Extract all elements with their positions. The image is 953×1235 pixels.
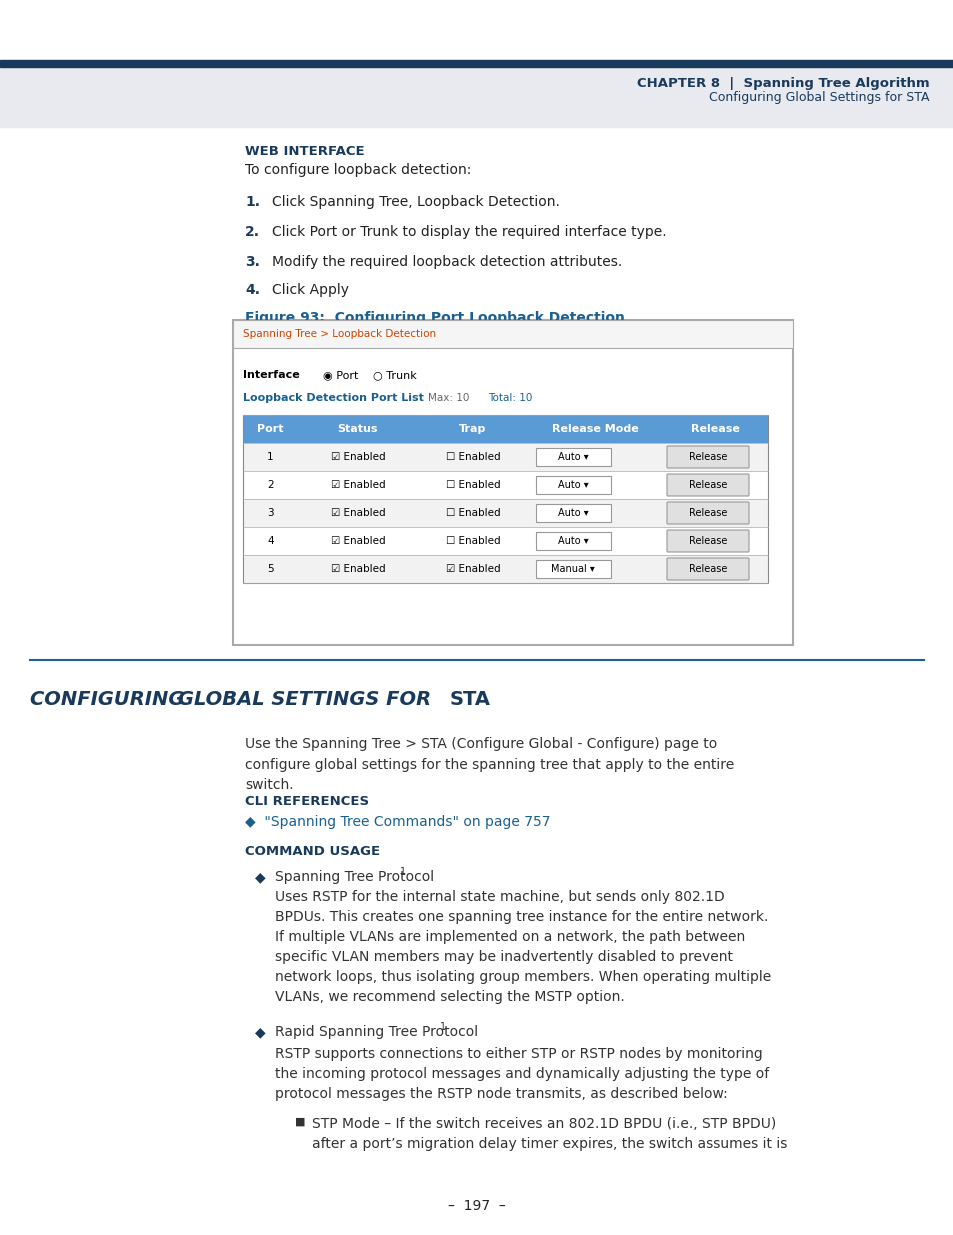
Text: COMMAND USAGE: COMMAND USAGE	[245, 845, 379, 858]
Text: ◉ Port: ◉ Port	[323, 370, 358, 380]
Text: Rapid Spanning Tree Protocol: Rapid Spanning Tree Protocol	[274, 1025, 477, 1039]
Bar	[243, 555, 767, 583]
Text: 1: 1	[439, 1023, 446, 1032]
Text: Manual ▾: Manual ▾	[551, 564, 595, 574]
Text: ◆: ◆	[254, 1025, 265, 1039]
Text: 1: 1	[399, 867, 406, 877]
Text: Auto ▾: Auto ▾	[558, 536, 588, 546]
Text: Total: 10: Total: 10	[488, 393, 532, 403]
Text: 2: 2	[267, 480, 274, 490]
FancyBboxPatch shape	[666, 530, 748, 552]
Text: ☑ Enabled: ☑ Enabled	[331, 508, 385, 517]
Text: ☐ Enabled: ☐ Enabled	[445, 480, 499, 490]
Text: 5: 5	[267, 564, 274, 574]
FancyBboxPatch shape	[666, 558, 748, 580]
Text: Spanning Tree > Loopback Detection: Spanning Tree > Loopback Detection	[243, 329, 436, 338]
Bar	[536, 532, 610, 550]
Text: Release: Release	[690, 424, 740, 433]
Text: ◆  "Spanning Tree Commands" on page 757: ◆ "Spanning Tree Commands" on page 757	[245, 815, 550, 829]
Bar	[243, 443, 767, 471]
Text: 3.: 3.	[245, 254, 259, 269]
Text: To configure loopback detection:: To configure loopback detection:	[245, 163, 471, 177]
Text: 1: 1	[267, 452, 274, 462]
Bar	[243, 415, 767, 443]
Text: ☐ Enabled: ☐ Enabled	[445, 508, 499, 517]
Bar	[243, 471, 767, 499]
Text: 2.: 2.	[245, 225, 260, 240]
Text: Interface: Interface	[243, 370, 299, 380]
Bar	[243, 527, 767, 555]
Text: Click Apply: Click Apply	[272, 283, 349, 296]
Text: Auto ▾: Auto ▾	[558, 480, 588, 490]
Bar	[243, 499, 767, 527]
Text: STP Mode – If the switch receives an 802.1D BPDU (i.e., STP BPDU)
after a port’s: STP Mode – If the switch receives an 802…	[312, 1116, 786, 1151]
Text: Release: Release	[688, 480, 726, 490]
Text: –  197  –: – 197 –	[448, 1199, 505, 1213]
Text: ☑ Enabled: ☑ Enabled	[331, 452, 385, 462]
Text: Release: Release	[688, 564, 726, 574]
Text: CHAPTER 8  |  Spanning Tree Algorithm: CHAPTER 8 | Spanning Tree Algorithm	[637, 77, 929, 89]
FancyBboxPatch shape	[666, 474, 748, 496]
Text: CLI REFERENCES: CLI REFERENCES	[245, 795, 369, 808]
Text: ☐ Enabled: ☐ Enabled	[445, 452, 499, 462]
Text: WEB INTERFACE: WEB INTERFACE	[245, 144, 364, 158]
Text: Uses RSTP for the internal state machine, but sends only 802.1D
BPDUs. This crea: Uses RSTP for the internal state machine…	[274, 890, 770, 1004]
Text: ☑ Enabled: ☑ Enabled	[331, 480, 385, 490]
Text: RSTP supports connections to either STP or RSTP nodes by monitoring
the incoming: RSTP supports connections to either STP …	[274, 1047, 768, 1102]
Text: Loopback Detection Port List: Loopback Detection Port List	[243, 393, 423, 403]
Text: ■: ■	[294, 1116, 305, 1128]
Text: Release: Release	[688, 452, 726, 462]
Text: Auto ▾: Auto ▾	[558, 452, 588, 462]
Bar	[0, 0, 953, 61]
Text: ○ Trunk: ○ Trunk	[373, 370, 416, 380]
Text: ☐ Enabled: ☐ Enabled	[445, 536, 499, 546]
Bar	[0, 67, 953, 127]
Text: ☑ Enabled: ☑ Enabled	[331, 536, 385, 546]
Text: Modify the required loopback detection attributes.: Modify the required loopback detection a…	[272, 254, 621, 269]
Text: GLOBAL SETTINGS FOR: GLOBAL SETTINGS FOR	[178, 690, 437, 709]
Text: Click Spanning Tree, Loopback Detection.: Click Spanning Tree, Loopback Detection.	[272, 195, 559, 209]
Text: Configuring Global Settings for STA: Configuring Global Settings for STA	[709, 91, 929, 105]
Text: Auto ▾: Auto ▾	[558, 508, 588, 517]
Text: ◆: ◆	[254, 869, 265, 884]
Text: 1.: 1.	[245, 195, 260, 209]
Bar	[243, 415, 767, 583]
Text: Release Mode: Release Mode	[552, 424, 639, 433]
Bar	[536, 504, 610, 522]
Text: Release: Release	[688, 508, 726, 517]
Text: Spanning Tree Protocol: Spanning Tree Protocol	[274, 869, 434, 884]
Text: ☑ Enabled: ☑ Enabled	[445, 564, 499, 574]
Bar	[536, 475, 610, 494]
Text: Click Port or Trunk to display the required interface type.: Click Port or Trunk to display the requi…	[272, 225, 666, 240]
Text: Max: 10: Max: 10	[428, 393, 469, 403]
FancyBboxPatch shape	[666, 446, 748, 468]
Bar	[233, 320, 792, 645]
Text: 4.: 4.	[245, 283, 260, 296]
Text: Port: Port	[257, 424, 283, 433]
Text: Figure 93:  Configuring Port Loopback Detection: Figure 93: Configuring Port Loopback Det…	[245, 311, 624, 325]
Bar	[536, 559, 610, 578]
Text: ☑ Enabled: ☑ Enabled	[331, 564, 385, 574]
Bar	[0, 61, 953, 67]
Text: Status: Status	[337, 424, 377, 433]
Text: CONFIGURING: CONFIGURING	[30, 690, 191, 709]
Text: 4: 4	[267, 536, 274, 546]
Bar	[233, 320, 792, 348]
FancyBboxPatch shape	[666, 501, 748, 524]
Text: STA: STA	[450, 690, 491, 709]
Bar	[536, 448, 610, 466]
Text: Use the Spanning Tree > STA (Configure Global - Configure) page to
configure glo: Use the Spanning Tree > STA (Configure G…	[245, 737, 734, 792]
Text: Trap: Trap	[458, 424, 486, 433]
Text: 3: 3	[267, 508, 274, 517]
Text: Release: Release	[688, 536, 726, 546]
